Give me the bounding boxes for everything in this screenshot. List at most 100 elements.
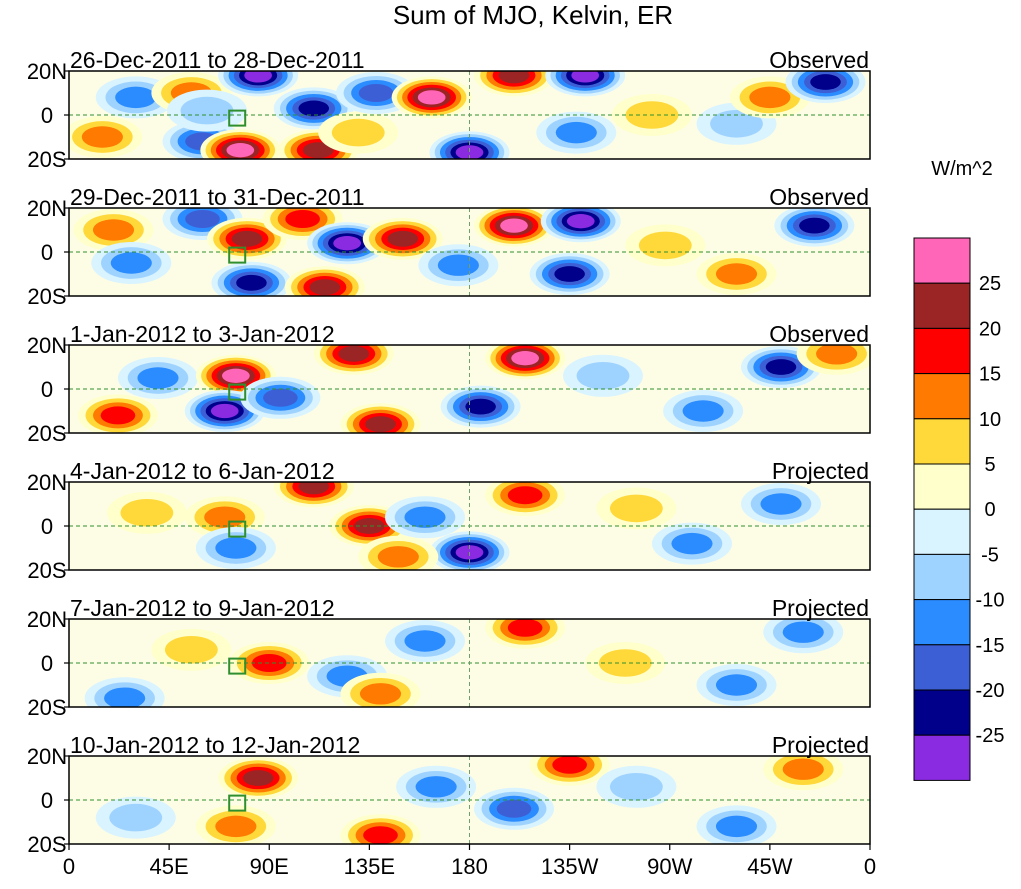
y-tick-label: 0 (41, 651, 53, 676)
contour-level (185, 210, 220, 228)
anomaly-center (118, 357, 198, 399)
colorbar-label: 20 (979, 318, 1001, 340)
anomaly-center (741, 483, 821, 525)
anomaly-center (652, 522, 732, 565)
y-tick-label: 20N (27, 59, 67, 84)
anomaly-center (77, 394, 158, 433)
contour-level (365, 416, 396, 433)
colorbar-label: -25 (976, 725, 1005, 747)
colorbar: W/m^2 25 20 15 10 5 0 -5 -10 -15 -20 -25 (913, 158, 1005, 781)
anomaly-center (440, 385, 521, 428)
y-tick-label: 20S (27, 558, 66, 583)
y-tick-label: 20S (27, 695, 66, 720)
contour-level (638, 231, 692, 260)
colorbar-swatch (913, 689, 971, 736)
contour-level (204, 506, 246, 528)
anomaly-center (596, 765, 677, 808)
y-tick-label: 20S (27, 832, 66, 857)
x-tick-label: 180 (451, 854, 488, 879)
contour-level (251, 654, 287, 672)
colorbar-swatch (913, 373, 971, 420)
anomaly-center (696, 102, 777, 145)
anomaly-center (785, 71, 866, 103)
contour-level (511, 351, 539, 366)
chart-title: Sum of MJO, Kelvin, ER (393, 0, 673, 30)
x-axis: 0 45E 90E 135E 180 135W 90W 45W 0 (63, 844, 876, 879)
anomaly-center (362, 217, 443, 260)
contour-level (816, 345, 858, 365)
anomaly-center (95, 796, 176, 839)
x-tick-label: 0 (63, 854, 75, 879)
y-tick-label: 20S (27, 421, 66, 446)
colorbar-swatch (913, 418, 971, 465)
region-box (228, 520, 247, 538)
anomaly-center (91, 242, 172, 284)
contour-level (285, 210, 320, 228)
contour-level (302, 142, 334, 159)
colorbar-label: -15 (976, 635, 1005, 657)
contour-level (115, 86, 157, 109)
anomaly-field (95, 756, 844, 844)
contour-level (231, 230, 263, 247)
contour-level (417, 90, 446, 105)
anomaly-center (540, 208, 621, 243)
panel-6: 20N 0 20S 10-Jan-2012 to 12-Jan-2012 Project… (27, 732, 871, 857)
x-tick-label: 135W (541, 854, 599, 879)
contour-level (555, 121, 597, 144)
contour-level (180, 96, 234, 125)
colorbar-label: -20 (976, 680, 1005, 702)
anomaly-center (385, 620, 465, 662)
anomaly-center (106, 491, 187, 534)
x-tick-label: 45W (747, 854, 792, 879)
contour-level (298, 482, 330, 495)
anomaly-center (391, 76, 472, 119)
x-tick-label: 90E (250, 854, 289, 879)
anomaly-center (485, 482, 566, 517)
anomaly-center (84, 677, 165, 707)
anomaly-field (77, 345, 870, 433)
contour-level (215, 537, 257, 559)
anomaly-center (663, 390, 744, 432)
contour-level (387, 230, 419, 247)
anomaly-center (166, 89, 247, 132)
contour-level (104, 687, 146, 707)
contour-level (210, 403, 239, 419)
y-tick-label: 20N (27, 744, 67, 769)
y-tick-label: 20N (27, 333, 67, 358)
contour-level (552, 756, 587, 774)
contour-level (298, 100, 330, 117)
contour-level (92, 219, 135, 241)
anomaly-center (485, 619, 566, 649)
panel-4: 20N 0 20S 4-Jan-2012 to 6-Jan-2012 Projected (27, 458, 871, 583)
contour-level (715, 674, 758, 696)
contour-level (782, 758, 824, 780)
region-box (228, 383, 247, 401)
contour-level (455, 145, 484, 159)
contour-level (81, 126, 123, 148)
contour-level (244, 71, 272, 83)
anomaly-center (73, 209, 154, 251)
contour-level (120, 499, 174, 527)
anomaly-center (69, 116, 143, 158)
colorbar-swatch (913, 599, 971, 646)
colorbar-label: 5 (984, 454, 995, 476)
contour-level (609, 494, 663, 523)
contour-level (377, 546, 419, 568)
panel-period: 1-Jan-2012 to 3-Jan-2012 (70, 321, 335, 347)
contour-level (496, 799, 532, 818)
y-tick-label: 20S (27, 284, 66, 309)
colorbar-swatch (913, 508, 971, 555)
contour-level (682, 400, 724, 422)
y-tick-label: 20S (27, 147, 66, 172)
contour-level (110, 252, 152, 274)
anomaly-center (774, 208, 855, 247)
y-tick-label: 0 (41, 514, 53, 539)
contour-level (765, 359, 797, 375)
anomaly-center (596, 487, 677, 530)
contour-level (358, 84, 394, 102)
contour-level (109, 803, 163, 832)
panel-period: 29-Dec-2011 to 31-Dec-2011 (70, 184, 365, 210)
panel-5: 20N 0 20S 7-Jan-2012 to 9-Jan-2012 Projected (27, 595, 871, 720)
anomaly-field (84, 619, 844, 707)
